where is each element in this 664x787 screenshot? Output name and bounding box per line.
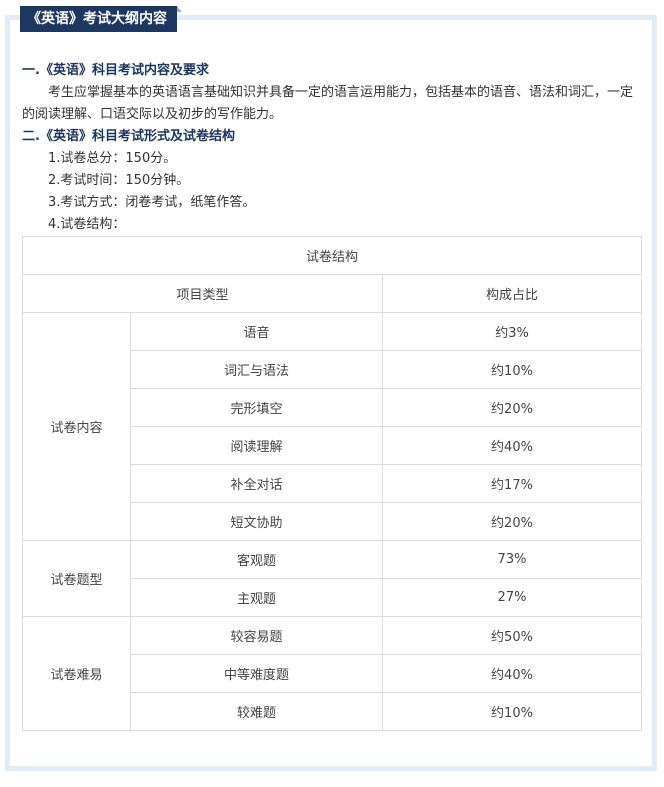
table-row: 阅读理解 约40% — [23, 426, 642, 465]
ratio-cell: 约20% — [382, 388, 642, 427]
ratio-cell: 约50% — [382, 616, 642, 655]
group-label: 试卷难易 — [22, 616, 131, 731]
item-cell: 补全对话 — [130, 464, 383, 503]
group-label: 试卷内容 — [22, 312, 131, 541]
item-cell: 阅读理解 — [130, 426, 383, 465]
table-row: 试卷难易 较容易题 约50% — [22, 616, 642, 731]
item-cell: 主观题 — [130, 578, 383, 617]
item-cell: 中等难度题 — [130, 654, 383, 693]
table-row: 短文协助 约20% — [23, 502, 642, 541]
ratio-cell: 73% — [382, 540, 642, 579]
table-caption: 试卷结构 — [22, 236, 642, 275]
section2-heading: 二.《英语》科目考试形式及试卷结构 — [22, 129, 235, 144]
table-row: 补全对话 约17% — [23, 464, 642, 503]
ratio-cell: 约3% — [382, 312, 642, 351]
table-row: 试卷内容 语音 约3% — [22, 312, 642, 541]
table-row: 完形填空 约20% — [23, 388, 642, 427]
list-item: 2.考试时间：150分钟。 — [48, 173, 190, 188]
table-row: 试卷题型 客观题 73% — [22, 540, 642, 617]
ratio-cell: 约10% — [382, 692, 642, 731]
table-row: 中等难度题 约40% — [23, 654, 642, 693]
section1-heading: 一.《英语》科目考试内容及要求 — [22, 63, 209, 78]
ratio-cell: 约40% — [382, 654, 642, 693]
item-cell: 词汇与语法 — [130, 350, 383, 389]
item-cell: 短文协助 — [130, 502, 383, 541]
ratio-cell: 约10% — [382, 350, 642, 389]
ratio-cell: 约20% — [382, 502, 642, 541]
item-cell: 较容易题 — [130, 616, 383, 655]
header-type: 项目类型 — [22, 274, 383, 313]
item-cell: 语音 — [130, 312, 383, 351]
item-cell: 客观题 — [130, 540, 383, 579]
article-body: 一.《英语》科目考试内容及要求 考生应掌握基本的英语语言基础知识并具备一定的语言… — [22, 60, 642, 236]
list-item: 3.考试方式：闭卷考试，纸笔作答。 — [48, 195, 256, 210]
ratio-cell: 27% — [382, 578, 642, 617]
list-item: 1.试卷总分：150分。 — [48, 151, 177, 166]
table-row: 主观题 27% — [23, 578, 642, 617]
section1-body: 考生应掌握基本的英语语言基础知识并具备一定的语言运用能力，包括基本的语音、语法和… — [22, 85, 634, 122]
header-ratio: 构成占比 — [382, 274, 642, 313]
table-row: 较难题 约10% — [23, 692, 642, 731]
group-label: 试卷题型 — [22, 540, 131, 617]
item-cell: 较难题 — [130, 692, 383, 731]
section-title-tab: 《英语》考试大纲内容 — [20, 6, 182, 32]
exam-structure-table: 试卷结构 项目类型 构成占比 试卷内容 语音 约3% 词汇与语法 约10% 完形填空 约20%… — [22, 236, 642, 731]
ratio-cell: 约40% — [382, 426, 642, 465]
item-cell: 完形填空 — [130, 388, 383, 427]
ratio-cell: 约17% — [382, 464, 642, 503]
list-item: 4.试卷结构： — [48, 217, 126, 232]
